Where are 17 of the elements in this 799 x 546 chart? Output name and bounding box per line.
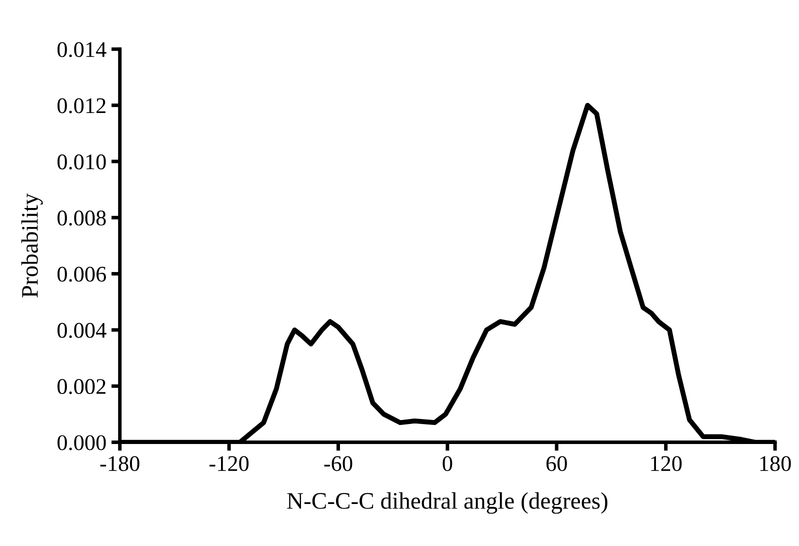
y-tick-label: 0.002 (58, 379, 106, 394)
x-tick-label: -60 (324, 456, 352, 472)
y-tick-label: 0.014 (58, 42, 106, 58)
y-axis-title: Probability (21, 193, 43, 298)
y-tick-label: 0.004 (58, 322, 106, 338)
x-tick-label: 120 (651, 456, 682, 472)
x-tick-label: 180 (760, 456, 791, 472)
y-tick-label: 0.012 (58, 98, 106, 114)
y-tick-label: 0.008 (58, 210, 106, 226)
y-tick-label: 0.006 (58, 266, 106, 282)
x-tick-label: -120 (210, 456, 249, 472)
x-axis-title: N-C-C-C dihedral angle (degrees) (287, 492, 608, 514)
x-tick-label: -180 (100, 456, 140, 472)
y-tick-label: 0.010 (58, 154, 106, 170)
x-tick-label: 60 (546, 456, 567, 472)
y-tick-label: 0.000 (58, 435, 106, 450)
x-tick-label: 0 (442, 456, 452, 472)
